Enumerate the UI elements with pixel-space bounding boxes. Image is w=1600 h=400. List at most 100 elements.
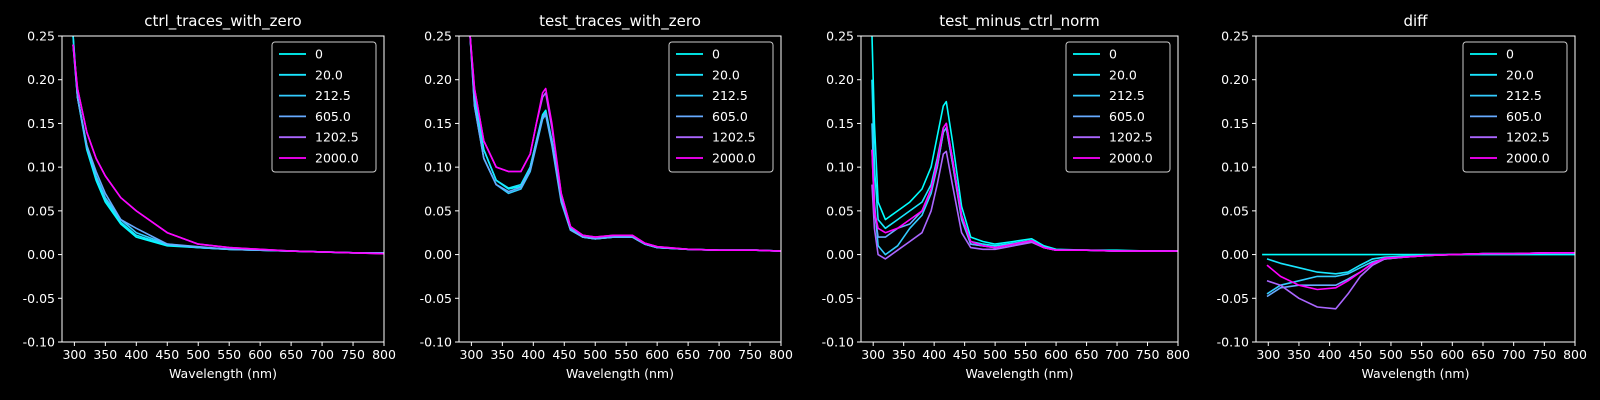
legend-label: 20.0 bbox=[1109, 67, 1137, 82]
y-tick-label: -0.10 bbox=[1217, 335, 1249, 350]
y-tick-label: 0.00 bbox=[826, 247, 854, 262]
x-axis-label: Wavelength (nm) bbox=[566, 366, 674, 381]
x-tick-label: 450 bbox=[155, 347, 179, 362]
legend-label: 2000.0 bbox=[712, 151, 756, 166]
y-tick-label: 0.00 bbox=[1221, 247, 1249, 262]
x-tick-label: 550 bbox=[1014, 347, 1038, 362]
y-tick-label: 0.20 bbox=[424, 72, 452, 87]
y-tick-label: -0.05 bbox=[420, 291, 452, 306]
legend-label: 212.5 bbox=[712, 88, 748, 103]
legend-label: 20.0 bbox=[315, 67, 343, 82]
y-tick-label: -0.10 bbox=[420, 335, 452, 350]
y-tick-label: 0.20 bbox=[27, 72, 55, 87]
x-tick-label: 700 bbox=[310, 347, 334, 362]
x-tick-label: 550 bbox=[1410, 347, 1434, 362]
legend: 0 20.0 212.5 605.0 1202.5 2000.0 bbox=[1065, 41, 1171, 173]
x-tick-label: 450 bbox=[552, 347, 576, 362]
legend: 0 20.0 212.5 605.0 1202.5 2000.0 bbox=[668, 41, 774, 173]
x-tick-label: 500 bbox=[583, 347, 607, 362]
series-line-2000.0 bbox=[871, 122, 1178, 252]
legend-label: 212.5 bbox=[315, 88, 351, 103]
x-tick-label: 800 bbox=[372, 347, 396, 362]
x-tick-label: 400 bbox=[521, 347, 545, 362]
plot-frame bbox=[1255, 35, 1576, 343]
x-tick-label: 550 bbox=[217, 347, 241, 362]
legend-label: 605.0 bbox=[1506, 109, 1542, 124]
x-tick-label: 300 bbox=[62, 347, 86, 362]
x-tick-label: 750 bbox=[1532, 347, 1556, 362]
y-tick-label: 0.05 bbox=[1221, 203, 1249, 218]
chart-title: test_minus_ctrl_norm bbox=[939, 12, 1100, 31]
x-tick-label: 300 bbox=[861, 347, 885, 362]
x-tick-label: 300 bbox=[1256, 347, 1280, 362]
y-tick-label: -0.05 bbox=[822, 291, 854, 306]
series-line-605.0 bbox=[1266, 252, 1575, 298]
series-group bbox=[72, 36, 384, 255]
legend-label: 1202.5 bbox=[712, 130, 756, 145]
x-tick-label: 650 bbox=[1471, 347, 1495, 362]
legend-label: 0 bbox=[712, 47, 720, 62]
y-tick-label: -0.10 bbox=[23, 335, 55, 350]
y-tick-label: 0.20 bbox=[826, 72, 854, 87]
x-tick-label: 600 bbox=[1044, 347, 1068, 362]
y-tick-label: 0.10 bbox=[27, 160, 55, 175]
legend-label: 1202.5 bbox=[1506, 130, 1550, 145]
legend-label: 2000.0 bbox=[1109, 151, 1153, 166]
y-tick-label: 0.10 bbox=[1221, 160, 1249, 175]
legend-label: 2000.0 bbox=[315, 151, 359, 166]
plot-frame bbox=[458, 35, 782, 343]
x-tick-label: 750 bbox=[1136, 347, 1160, 362]
x-tick-label: 600 bbox=[248, 347, 272, 362]
y-tick-label: 0.15 bbox=[826, 116, 854, 131]
x-tick-label: 500 bbox=[186, 347, 210, 362]
chart-title: test_traces_with_zero bbox=[539, 12, 701, 31]
legend-label: 20.0 bbox=[712, 67, 740, 82]
x-tick-label: 400 bbox=[1318, 347, 1342, 362]
series-group bbox=[1262, 252, 1575, 310]
x-tick-label: 650 bbox=[676, 347, 700, 362]
x-axis-label: Wavelength (nm) bbox=[966, 366, 1074, 381]
legend-label: 212.5 bbox=[1109, 88, 1145, 103]
legend-label: 20.0 bbox=[1506, 67, 1534, 82]
chart-panel-4: diff 300 350 400 450 500 550 600 650 700 750 800 -0.… bbox=[1217, 12, 1587, 381]
y-tick-label: 0.25 bbox=[826, 29, 854, 44]
x-tick-label: 750 bbox=[341, 347, 365, 362]
chart-panel-2: test_traces_with_zero 300 350 400 450 500 550 6… bbox=[420, 12, 793, 381]
x-tick-label: 500 bbox=[1379, 347, 1403, 362]
series-group bbox=[469, 36, 781, 252]
x-tick-label: 550 bbox=[614, 347, 638, 362]
chart-title: ctrl_traces_with_zero bbox=[144, 12, 301, 31]
series-line-2000.0 bbox=[469, 36, 781, 252]
chart-panel-3: test_minus_ctrl_norm 300 350 400 450 500 550 60… bbox=[822, 12, 1190, 381]
plot-frame bbox=[860, 35, 1179, 343]
legend-label: 605.0 bbox=[1109, 109, 1145, 124]
x-tick-label: 500 bbox=[983, 347, 1007, 362]
y-tick-label: 0.15 bbox=[1221, 116, 1249, 131]
y-tick-label: 0.10 bbox=[826, 160, 854, 175]
legend-label: 0 bbox=[315, 47, 323, 62]
y-tick-label: 0.05 bbox=[826, 203, 854, 218]
x-tick-label: 350 bbox=[892, 347, 916, 362]
x-tick-label: 650 bbox=[279, 347, 303, 362]
legend: 0 20.0 212.5 605.0 1202.5 2000.0 bbox=[271, 41, 377, 173]
y-tick-label: 0.05 bbox=[424, 203, 452, 218]
x-tick-label: 700 bbox=[1502, 347, 1526, 362]
x-tick-label: 300 bbox=[459, 347, 483, 362]
x-tick-label: 450 bbox=[1348, 347, 1372, 362]
series-line-1202.5 bbox=[1266, 252, 1575, 310]
y-tick-label: 0.15 bbox=[27, 116, 55, 131]
y-tick-label: 0.00 bbox=[27, 247, 55, 262]
legend-label: 605.0 bbox=[315, 109, 351, 124]
x-tick-label: 600 bbox=[645, 347, 669, 362]
legend: 0 20.0 212.5 605.0 1202.5 2000.0 bbox=[1462, 41, 1568, 173]
legend-label: 1202.5 bbox=[1109, 130, 1153, 145]
y-tick-label: 0.25 bbox=[424, 29, 452, 44]
x-tick-label: 700 bbox=[1105, 347, 1129, 362]
x-tick-label: 800 bbox=[769, 347, 793, 362]
x-tick-label: 400 bbox=[124, 347, 148, 362]
x-tick-label: 600 bbox=[1440, 347, 1464, 362]
series-line-2000.0 bbox=[72, 44, 384, 255]
chart-title: diff bbox=[1403, 12, 1428, 30]
legend-label: 605.0 bbox=[712, 109, 748, 124]
